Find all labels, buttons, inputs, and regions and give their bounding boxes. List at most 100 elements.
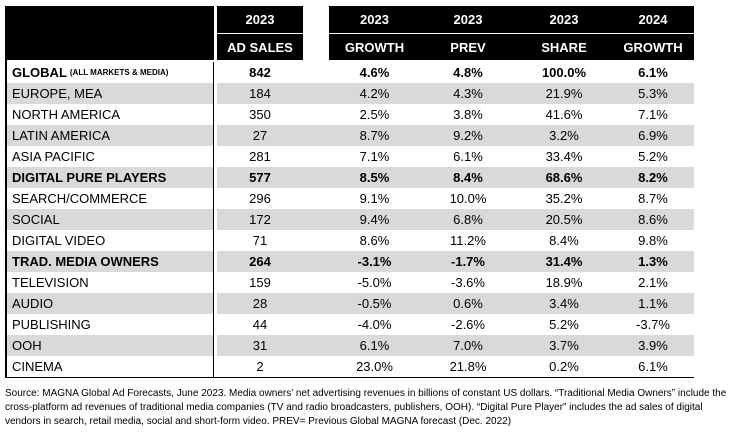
value-cell: 21.8% xyxy=(420,356,516,377)
value-cell: 8.2% xyxy=(612,167,694,188)
row-values: 350 2.5% 3.8% 41.6% 7.1% xyxy=(217,104,694,125)
row-values: 31 6.1% 7.0% 3.7% 3.9% xyxy=(217,335,694,356)
row-label-suffix: (ALL MARKETS & MEDIA) xyxy=(69,68,169,77)
value-cell: 4.2% xyxy=(329,83,420,104)
value-cell: 3.2% xyxy=(516,125,612,146)
value-cell: 9.2% xyxy=(420,125,516,146)
value-cell: 2 xyxy=(217,356,303,377)
table-row: SEARCH/COMMERCE 296 9.1% 10.0% 35.2% 8.7% xyxy=(7,188,694,209)
value-cell: 18.9% xyxy=(516,272,612,293)
row-values: 281 7.1% 6.1% 33.4% 5.2% xyxy=(217,146,694,167)
value-cell: 264 xyxy=(217,251,303,272)
value-cell: 7.1% xyxy=(612,104,694,125)
row-label: SEARCH/COMMERCE xyxy=(7,188,214,209)
column-spacer xyxy=(303,125,329,146)
value-cell: 8.4% xyxy=(516,230,612,251)
header-prev-year: 2023 xyxy=(453,12,483,27)
value-cell: 296 xyxy=(217,188,303,209)
table-body: GLOBAL (ALL MARKETS & MEDIA) 842 4.6% 4.8% 10… xyxy=(7,62,694,378)
row-values: 44 -4.0% -2.6% 5.2% -3.7% xyxy=(217,314,694,335)
header-adsales-year: 2023 xyxy=(217,6,303,34)
value-cell: 27 xyxy=(217,125,303,146)
row-label: GLOBAL (ALL MARKETS & MEDIA) xyxy=(7,62,214,83)
row-label: SOCIAL xyxy=(7,209,214,230)
value-cell: 2.1% xyxy=(612,272,694,293)
value-cell: 4.3% xyxy=(420,83,516,104)
value-cell: 23.0% xyxy=(329,356,420,377)
value-cell: 281 xyxy=(217,146,303,167)
table-row: SOCIAL 172 9.4% 6.8% 20.5% 8.6% xyxy=(7,209,694,230)
value-cell: -5.0% xyxy=(329,272,420,293)
table-row: DIGITAL VIDEO 71 8.6% 11.2% 8.4% 9.8% xyxy=(7,230,694,251)
header-share-year: 2023 xyxy=(549,12,579,27)
value-cell: 159 xyxy=(217,272,303,293)
column-spacer xyxy=(303,314,329,335)
header-blank-cell xyxy=(7,6,214,60)
value-cell: 172 xyxy=(217,209,303,230)
column-spacer xyxy=(303,230,329,251)
column-spacer xyxy=(303,293,329,314)
value-cell: 8.6% xyxy=(612,209,694,230)
value-cell: 28 xyxy=(217,293,303,314)
row-label: DIGITAL PURE PLAYERS xyxy=(7,167,214,188)
value-cell: 68.6% xyxy=(516,167,612,188)
row-label: EUROPE, MEA xyxy=(7,83,214,104)
table-row: PUBLISHING 44 -4.0% -2.6% 5.2% -3.7% xyxy=(7,314,694,335)
forecast-table: 2023 AD SALES 2023 2023 2023 2024 GROWTH… xyxy=(5,6,694,378)
table-row: LATIN AMERICA 27 8.7% 9.2% 3.2% 6.9% xyxy=(7,125,694,146)
value-cell: 6.1% xyxy=(612,62,694,83)
value-cell: 3.4% xyxy=(516,293,612,314)
value-cell: 71 xyxy=(217,230,303,251)
row-values: 159 -5.0% -3.6% 18.9% 2.1% xyxy=(217,272,694,293)
value-cell: -3.6% xyxy=(420,272,516,293)
column-spacer xyxy=(303,188,329,209)
value-cell: 35.2% xyxy=(516,188,612,209)
row-label: NORTH AMERICA xyxy=(7,104,214,125)
table-row: ASIA PACIFIC 281 7.1% 6.1% 33.4% 5.2% xyxy=(7,146,694,167)
column-spacer xyxy=(303,146,329,167)
value-cell: 577 xyxy=(217,167,303,188)
column-spacer xyxy=(303,356,329,377)
value-cell: -3.1% xyxy=(329,251,420,272)
value-cell: 1.1% xyxy=(612,293,694,314)
value-cell: 8.6% xyxy=(329,230,420,251)
value-cell: 350 xyxy=(217,104,303,125)
value-cell: 33.4% xyxy=(516,146,612,167)
header-growth24-label: GROWTH xyxy=(623,39,683,55)
value-cell: 8.7% xyxy=(329,125,420,146)
value-cell: 9.8% xyxy=(612,230,694,251)
header-share-label: SHARE xyxy=(541,39,587,55)
value-cell: -2.6% xyxy=(420,314,516,335)
table-row: GLOBAL (ALL MARKETS & MEDIA) 842 4.6% 4.8% 10… xyxy=(7,62,694,83)
row-label: TRAD. MEDIA OWNERS xyxy=(7,251,214,272)
column-spacer xyxy=(303,335,329,356)
table-row: TELEVISION 159 -5.0% -3.6% 18.9% 2.1% xyxy=(7,272,694,293)
header-prev-label: PREV xyxy=(450,39,486,55)
value-cell: 184 xyxy=(217,83,303,104)
table-row: AUDIO 28 -0.5% 0.6% 3.4% 1.1% xyxy=(7,293,694,314)
value-cell: 0.6% xyxy=(420,293,516,314)
column-spacer xyxy=(303,167,329,188)
header-adsales-label: AD SALES xyxy=(227,39,293,55)
column-spacer xyxy=(303,62,329,83)
value-cell: 6.1% xyxy=(612,356,694,377)
value-cell: 6.9% xyxy=(612,125,694,146)
header-labels-row: GROWTH PREV SHARE GROWTH xyxy=(329,34,694,60)
table-header: 2023 AD SALES 2023 2023 2023 2024 GROWTH… xyxy=(7,6,694,60)
value-cell: 7.1% xyxy=(329,146,420,167)
value-cell: -3.7% xyxy=(612,314,694,335)
value-cell: -0.5% xyxy=(329,293,420,314)
value-cell: 21.9% xyxy=(516,83,612,104)
value-cell: 10.0% xyxy=(420,188,516,209)
row-values: 184 4.2% 4.3% 21.9% 5.3% xyxy=(217,83,694,104)
column-spacer xyxy=(303,251,329,272)
row-label: LATIN AMERICA xyxy=(7,125,214,146)
value-cell: 8.7% xyxy=(612,188,694,209)
value-cell: 3.8% xyxy=(420,104,516,125)
column-spacer xyxy=(303,83,329,104)
value-cell: 9.4% xyxy=(329,209,420,230)
row-values: 27 8.7% 9.2% 3.2% 6.9% xyxy=(217,125,694,146)
value-cell: 2.5% xyxy=(329,104,420,125)
value-cell: -4.0% xyxy=(329,314,420,335)
value-cell: 31 xyxy=(217,335,303,356)
